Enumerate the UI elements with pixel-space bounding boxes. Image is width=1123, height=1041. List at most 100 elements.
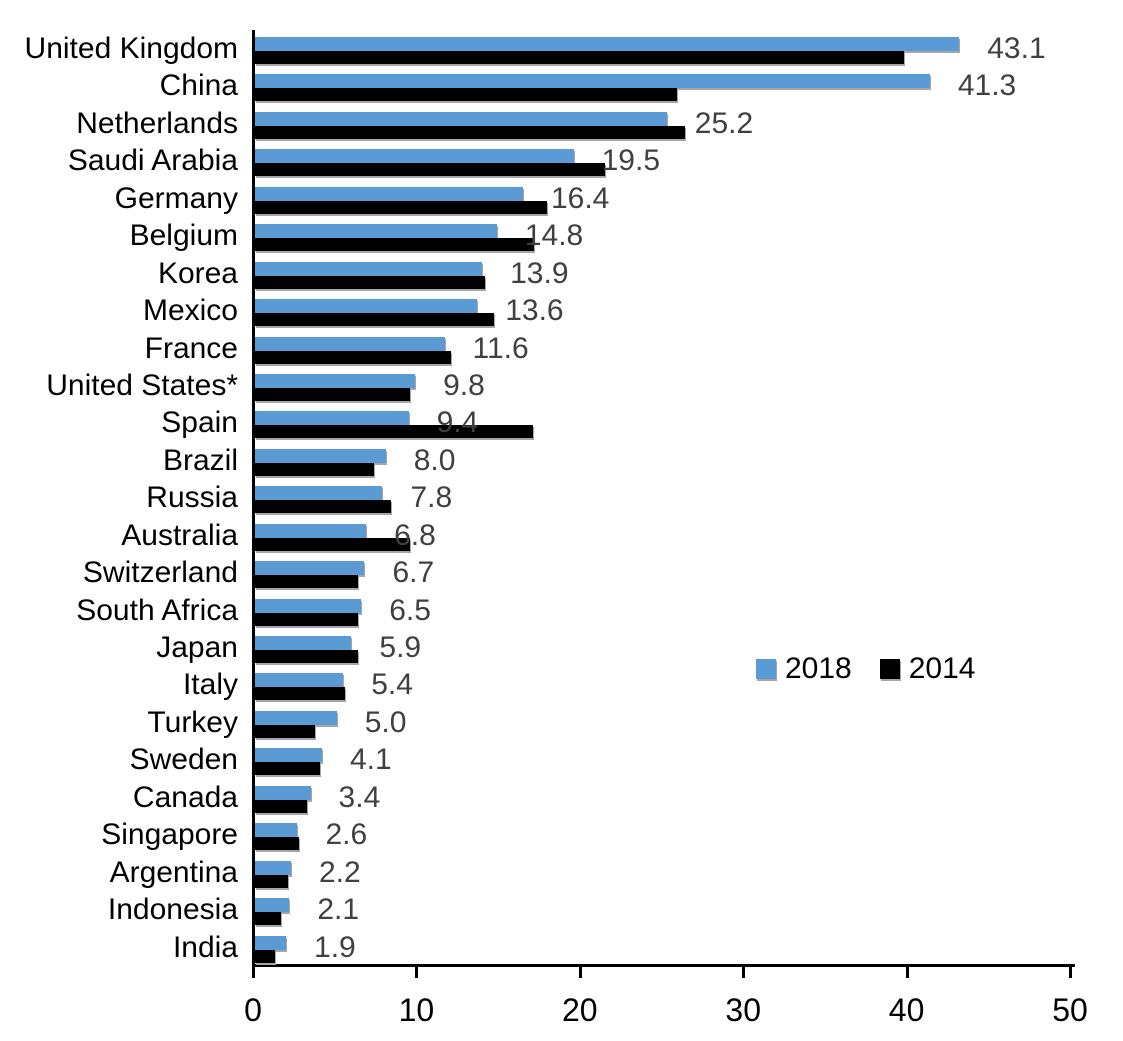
chart-row: 9.4 (255, 404, 1072, 441)
bar-2014 (255, 687, 345, 701)
category-label: France (144, 331, 238, 365)
value-label: 7.8 (410, 481, 453, 515)
bar-2014 (255, 949, 275, 963)
legend: 2018 2014 (756, 652, 976, 686)
legend-label-2018: 2018 (785, 652, 852, 685)
value-label: 2.2 (318, 855, 361, 889)
value-label: 13.6 (505, 294, 564, 328)
category-label: Netherlands (76, 106, 238, 140)
value-label: 41.3 (957, 69, 1017, 103)
bar-2018 (255, 149, 574, 164)
bar-2014 (255, 575, 358, 589)
legend-label-2014: 2014 (908, 652, 976, 685)
category-label: United Kingdom (24, 32, 238, 65)
category-label: Brazil (162, 443, 238, 477)
bar-2018 (255, 710, 337, 725)
bar-2018 (255, 336, 445, 351)
chart-row: 25.2 (255, 105, 1072, 142)
bar-2018 (255, 224, 497, 239)
value-label: 13.9 (510, 256, 569, 290)
chart-row: 5.9 (255, 629, 1072, 666)
bar-2018 (255, 486, 383, 501)
bar-2014 (255, 537, 411, 551)
category-label: Argentina (109, 855, 238, 889)
bar-2014 (255, 799, 308, 813)
bar-2018 (255, 935, 287, 950)
x-axis-tick (415, 967, 419, 978)
category-label: Russia (146, 481, 238, 515)
value-label: 6.7 (392, 556, 435, 590)
bar-2018 (255, 37, 960, 51)
category-label: Saudi Arabia (67, 144, 238, 178)
value-label: 11.6 (472, 331, 529, 365)
category-label: Italy (182, 668, 238, 702)
bar-2014 (255, 275, 486, 289)
value-label: 9.4 (436, 406, 479, 440)
x-axis-tick (742, 967, 746, 978)
bar-2018 (255, 373, 416, 388)
chart-row: 2.6 (255, 816, 1072, 853)
category-label: Japan (156, 631, 238, 665)
value-label: 19.5 (601, 144, 661, 178)
bar-2018 (255, 111, 667, 126)
category-label: Singapore (101, 818, 238, 852)
category-label: Germany (114, 181, 238, 215)
category-label: Turkey (147, 705, 238, 739)
value-label: 14.8 (524, 219, 584, 253)
category-label: Australia (121, 518, 238, 552)
bar-2018 (255, 561, 365, 576)
chart-row: 6.8 (255, 517, 1072, 554)
category-label: South Africa (76, 593, 238, 627)
category-label: United States* (46, 368, 238, 402)
x-axis-tick-label: 30 (725, 992, 761, 1028)
value-label: 6.5 (389, 593, 431, 627)
category-label: Indonesia (107, 893, 238, 927)
category-label: Mexico (142, 294, 238, 328)
bar-2018 (255, 636, 352, 651)
bar-2014 (255, 612, 358, 626)
bar-2014 (255, 238, 535, 252)
y-axis-line (252, 30, 255, 969)
bar-2014 (255, 387, 411, 401)
chart-row: 2.2 (255, 854, 1072, 891)
category-label: Sweden (129, 743, 238, 777)
x-axis-tick-label: 0 (244, 992, 262, 1028)
legend-swatch-2018-icon (756, 659, 776, 679)
value-label: 5.4 (371, 668, 413, 702)
bar-2018 (255, 673, 344, 688)
bar-2014 (255, 425, 533, 439)
value-label: 5.9 (379, 631, 422, 665)
plot-area: 43.1 41.3 25.2 19.5 16.4 14.8 13.9 13.6 11.6 9.8 9… (255, 30, 1072, 966)
bar-2018 (255, 785, 311, 800)
bar-2014 (255, 462, 375, 476)
category-label: China (159, 69, 238, 103)
category-label: India (172, 930, 238, 964)
bar-2018 (255, 523, 367, 538)
chart-row: 13.6 (255, 292, 1072, 329)
x-axis-tick-label: 40 (888, 992, 925, 1028)
bar-2018 (255, 598, 362, 613)
bar-2014 (255, 500, 391, 514)
bar-2014 (255, 163, 605, 177)
chart-row: 8.0 (255, 442, 1072, 479)
bar-2014 (255, 313, 494, 327)
bar-2014 (255, 88, 677, 102)
chart-row: 7.8 (255, 479, 1072, 516)
chart-row: 3.4 (255, 779, 1072, 816)
bar-2014 (255, 837, 300, 851)
x-axis-tick-label: 50 (1052, 992, 1088, 1028)
bar-2018 (255, 411, 409, 426)
bar-2018 (255, 448, 386, 463)
chart-row: 41.3 (255, 67, 1072, 104)
value-label: 8.0 (413, 443, 456, 477)
bar-2014 (255, 762, 321, 776)
chart-row: 5.0 (255, 704, 1072, 741)
bar-2014 (255, 874, 288, 888)
x-axis-tick-label: 20 (562, 992, 598, 1028)
chart-row: 6.7 (255, 554, 1072, 591)
bar-2014 (255, 350, 452, 364)
legend-item-2018: 2018 (756, 652, 852, 686)
value-label: 2.1 (317, 893, 360, 927)
chart-row: 6.5 (255, 592, 1072, 629)
